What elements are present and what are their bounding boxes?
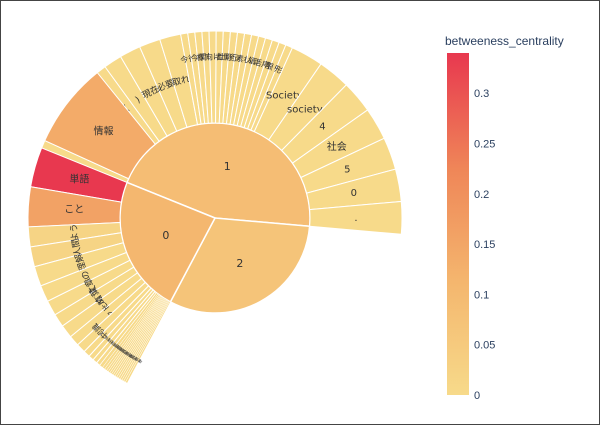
leaf-sector[interactable]: [119, 46, 178, 137]
leaf-label: 表現: [109, 340, 119, 350]
leaf-sector[interactable]: [300, 137, 397, 194]
leaf-label: 者: [215, 52, 223, 61]
cluster-label-2: 2: [236, 257, 243, 270]
leaf-label: 0: [351, 188, 357, 199]
colorbar-title: betweeness_centrality: [445, 34, 564, 48]
leaf-label: 例: [127, 353, 134, 360]
leaf-label: 出現: [106, 337, 116, 347]
leaf-label: 取れ: [171, 74, 191, 89]
colorbar-tick-label: 0.3: [474, 88, 489, 100]
leaf-label: 技術: [117, 346, 127, 356]
leaf-label: 人: [245, 56, 255, 67]
colorbar-tick-label: 0.1: [474, 289, 489, 301]
leaf-label: 意味: [103, 334, 113, 344]
leaf-sector[interactable]: [104, 55, 168, 142]
leaf-label: 判断: [132, 355, 142, 364]
colorbar-ticks: 0 0.05 0.1 0.15 0.2 0.25 0.3: [474, 88, 495, 402]
leaf-label: 5: [344, 164, 350, 175]
sunburst-rings[interactable]: AI()現在必要取れ今後今様関係向け者仕組開発行う素材人領域活用等限り形Soci…: [27, 30, 403, 384]
leaf-label: ): [134, 95, 142, 105]
leaf-sector[interactable]: [125, 301, 171, 384]
leaf-label: 社会: [327, 140, 347, 153]
leaf-label: 単語: [69, 173, 89, 186]
cluster-label-0: 0: [162, 229, 169, 242]
leaf-sector[interactable]: [309, 200, 403, 235]
leaf-label: 関連: [123, 350, 133, 359]
leaf-sector[interactable]: [281, 84, 369, 164]
leaf-label: 場合: [133, 356, 143, 365]
leaf-label: 様: [196, 52, 205, 63]
leaf-label: 等: [262, 59, 273, 71]
leaf-label: 機械: [118, 347, 128, 356]
leaf-label: よう: [68, 223, 81, 242]
colorbar: betweeness_centrality 0 0.05 0.1 0.15 0.2 0.2…: [445, 34, 564, 402]
colorbar-tick-label: 0.25: [474, 139, 495, 151]
leaf-label: 4: [319, 122, 325, 133]
leaf-label: 文脈: [124, 351, 134, 360]
leaf-label: 関係: [199, 52, 215, 62]
leaf-label: の: [80, 269, 93, 281]
leaf-sector[interactable]: [306, 168, 402, 211]
leaf-sector[interactable]: [291, 109, 385, 179]
leaf-label: .: [354, 213, 357, 224]
leaf-label: 変換: [129, 353, 139, 362]
leaf-label: 学習: [120, 348, 130, 357]
leaf-label: 使う: [121, 349, 131, 358]
leaf-label: 形: [273, 64, 284, 75]
cluster-label-1: 1: [224, 160, 231, 173]
leaf-label: Society: [266, 90, 303, 101]
cluster-sector-2[interactable]: [169, 217, 311, 314]
colorbar-tick-label: 0: [474, 390, 480, 402]
leaf-label: society: [287, 104, 323, 115]
leaf-label: 人間: [70, 237, 85, 257]
leaf-label: 扱う: [130, 354, 140, 363]
leaf-sector[interactable]: [268, 63, 348, 152]
leaf-label: 向け: [205, 51, 221, 61]
leaf-label: 仕組: [217, 51, 234, 62]
leaf-sector[interactable]: [159, 33, 199, 128]
leaf-label: 数値: [127, 353, 137, 362]
leaf-label: 情報: [93, 125, 113, 138]
colorbar-gradient: [447, 53, 469, 395]
leaf-label: 自然: [111, 342, 121, 352]
leaf-sector[interactable]: [139, 38, 188, 132]
leaf-label: こと: [64, 204, 84, 216]
leaf-label: 言語: [114, 343, 124, 353]
leaf-sector[interactable]: [44, 71, 156, 180]
leaf-label: 開発: [223, 53, 240, 64]
leaf-label: 今: [190, 52, 199, 63]
colorbar-tick-label: 0.05: [474, 340, 495, 352]
colorbar-tick-label: 0.15: [474, 239, 495, 251]
colorbar-tick-label: 0.2: [474, 189, 489, 201]
leaf-label: 処理: [115, 345, 125, 355]
leaf-sector[interactable]: [253, 47, 322, 141]
